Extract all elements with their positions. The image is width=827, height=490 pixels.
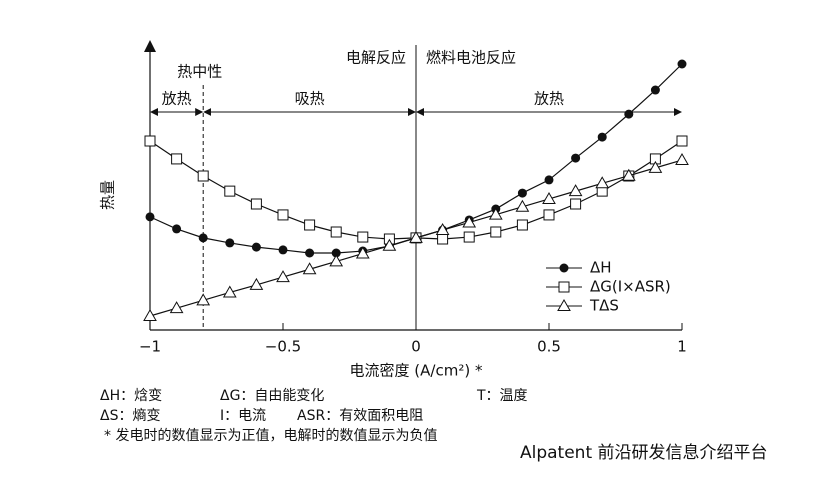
point <box>250 198 262 210</box>
point <box>544 175 554 185</box>
point <box>357 231 369 243</box>
x-tick-label: −1 <box>139 338 161 356</box>
point <box>302 262 317 275</box>
y-axis-arrow <box>144 40 156 52</box>
x-axis-label: 电流密度 (A/cm²) * <box>350 362 483 380</box>
region-label: 放热 <box>162 90 192 108</box>
legend-marker <box>559 263 569 273</box>
legend-label: ΔG(I×ASR) <box>590 278 671 296</box>
point <box>277 209 289 221</box>
point <box>490 226 502 238</box>
point <box>624 109 634 119</box>
point <box>305 248 315 258</box>
point <box>597 132 607 142</box>
point <box>621 168 636 181</box>
point <box>517 188 527 198</box>
side-label: 电解反应 <box>346 49 406 67</box>
point <box>172 224 182 234</box>
point <box>330 226 342 238</box>
point <box>462 215 477 228</box>
reference-label: 热中性 <box>177 63 222 81</box>
point <box>249 277 264 290</box>
footnote: * 发电时的数值显示为正值，电解时的数值显示为负值 <box>104 428 437 444</box>
point <box>276 270 290 283</box>
point <box>515 199 530 212</box>
legend-marker <box>558 281 570 293</box>
point <box>225 238 235 248</box>
footnote: ΔS：熵变 <box>100 408 160 424</box>
footnote: ΔH：焓变 <box>100 388 162 404</box>
point <box>595 176 610 189</box>
point <box>409 230 423 243</box>
point <box>222 285 237 298</box>
point <box>329 254 344 267</box>
point <box>251 242 261 252</box>
point <box>355 246 370 259</box>
point <box>650 85 660 95</box>
point <box>571 153 581 163</box>
watermark: Alpatent 前沿研发信息介绍平台 <box>520 443 768 463</box>
point <box>304 219 316 231</box>
region-label: 吸热 <box>295 90 325 108</box>
point <box>169 301 184 314</box>
footnote: ΔG：自由能变化 <box>220 388 324 404</box>
side-label: 燃料电池反应 <box>426 49 516 67</box>
region-label: 放热 <box>534 90 564 108</box>
legend-label: ΔH <box>590 259 612 277</box>
point <box>197 170 209 182</box>
point <box>542 191 556 204</box>
point <box>382 238 397 251</box>
x-tick-label: −0.5 <box>265 338 301 356</box>
point <box>543 209 555 221</box>
legend-marker <box>557 298 571 311</box>
x-tick-label: 1 <box>677 338 687 356</box>
point <box>675 153 689 166</box>
point <box>570 198 582 210</box>
point <box>568 184 583 197</box>
point <box>278 245 288 255</box>
point <box>676 135 688 147</box>
footnote: T：温度 <box>476 388 528 404</box>
point <box>224 185 236 197</box>
point <box>488 207 503 220</box>
point <box>516 219 528 231</box>
y-axis-label: 热量 <box>99 180 117 210</box>
point <box>143 308 157 321</box>
point <box>435 223 450 236</box>
footnote: ASR：有效面积电阻 <box>297 408 423 424</box>
point <box>437 233 449 245</box>
legend-label: TΔS <box>589 297 619 315</box>
point <box>331 248 341 258</box>
point <box>144 135 156 147</box>
x-tick-label: 0.5 <box>537 338 561 356</box>
point <box>196 293 211 306</box>
point <box>677 59 687 69</box>
point <box>198 233 208 243</box>
point <box>463 231 475 243</box>
footnote: I：电流 <box>220 408 266 424</box>
point <box>648 160 663 173</box>
x-tick-label: 0 <box>411 338 421 356</box>
point <box>145 212 155 222</box>
point <box>171 153 183 165</box>
